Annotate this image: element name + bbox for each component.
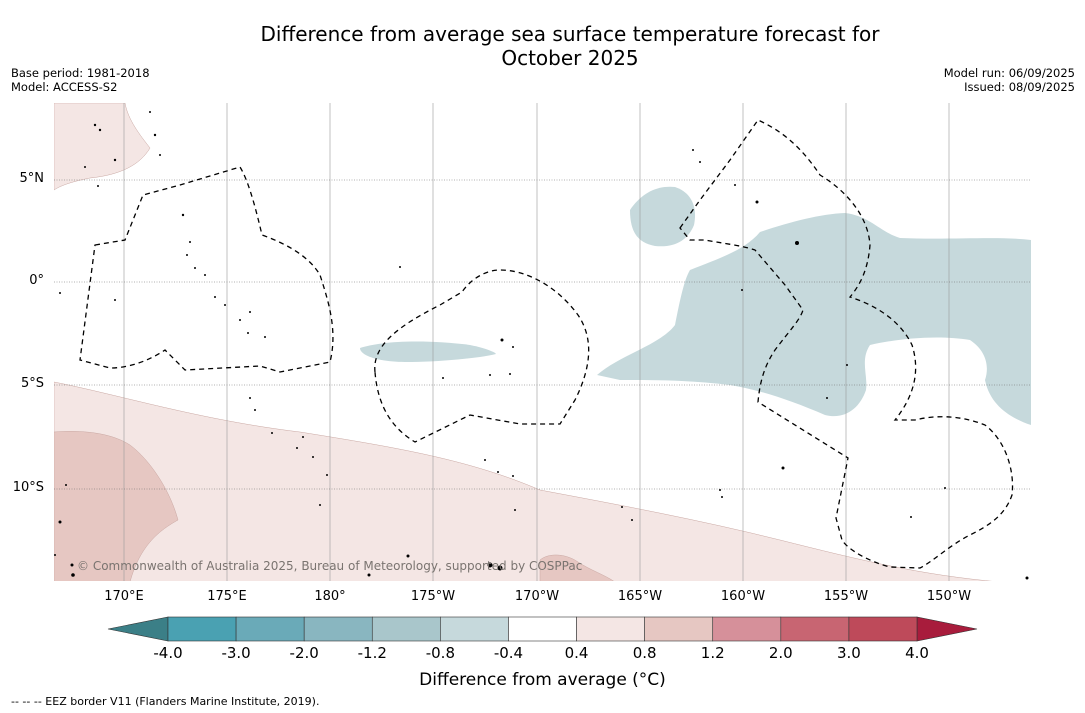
colorbar-tick-label: -0.4	[493, 644, 524, 662]
colorbar-tick-label: 0.4	[564, 644, 589, 662]
copyright-notice: © Commonwealth of Australia 2025, Bureau…	[77, 559, 583, 573]
lat-tick-5n: 5°N	[19, 171, 45, 186]
warm-anomaly-south-patch	[539, 554, 614, 581]
lat-tick-0: 0°	[29, 273, 44, 288]
colorbar-segment	[712, 616, 782, 642]
cool-anomaly-east	[597, 213, 1031, 425]
eez-borders	[79, 119, 1014, 569]
lon-tick-150w: 150°W	[926, 589, 972, 604]
warm-anomaly-southwest	[54, 431, 179, 581]
title-line-2: October 2025	[501, 46, 639, 70]
colorbar-segment	[235, 616, 305, 642]
title-line-1: Difference from average sea surface temp…	[260, 22, 880, 46]
colorbar-segment	[508, 616, 577, 642]
colorbar-high-extension	[916, 616, 978, 642]
islands	[54, 111, 1029, 580]
eez-phoenix	[374, 269, 590, 443]
colorbar-tick-label: -0.8	[425, 644, 455, 662]
lon-tick-170w: 170°W	[514, 589, 560, 604]
colorbar-tick-label: 3.0	[836, 644, 861, 662]
lon-tick-155w: 155°W	[823, 589, 869, 604]
colorbar-tick-label: 1.2	[700, 644, 725, 662]
colorbar-title: Difference from average (°C)	[419, 670, 666, 690]
colorbar-low-extension	[107, 616, 169, 642]
colorbar-segment	[644, 616, 714, 642]
warm-anomaly-north	[54, 103, 151, 191]
colorbar	[107, 616, 978, 642]
colorbar-segment	[303, 616, 373, 642]
run-info: Model run: 06/09/2025 Issued: 08/09/2025	[944, 66, 1075, 94]
colorbar-segment	[440, 616, 509, 642]
colorbar-segment	[167, 616, 237, 642]
issued-date: Issued: 08/09/2025	[964, 80, 1075, 94]
colorbar-segment	[848, 616, 918, 642]
colorbar-segment	[780, 616, 850, 642]
colorbar-segment	[371, 616, 441, 642]
base-period: Base period: 1981-2018	[11, 66, 150, 80]
lon-tick-180: 180°	[314, 589, 346, 604]
colorbar-tick-label: 2.0	[768, 644, 793, 662]
eez-footnote: -- -- -- EEZ border V11 (Flanders Marine…	[11, 695, 320, 708]
warm-anomaly-south	[54, 381, 993, 581]
colorbar-tick-label: 0.8	[632, 644, 657, 662]
colorbar-tick-label: -2.0	[289, 644, 319, 662]
map-title: Difference from average sea surface temp…	[170, 22, 970, 70]
model-run: Model run: 06/09/2025	[943, 66, 1075, 80]
base-info: Base period: 1981-2018 Model: ACCESS-S2	[11, 66, 150, 94]
colorbar-tick-label: 4.0	[905, 644, 929, 662]
colorbar-segment	[576, 616, 645, 642]
cool-anomaly-north	[630, 186, 696, 247]
lat-tick-10s: 10°S	[12, 480, 44, 495]
lon-tick-175e: 175°E	[207, 589, 247, 604]
lat-tick-5s: 5°S	[20, 376, 44, 391]
colorbar-tick-label: -1.2	[357, 644, 387, 662]
eez-line-islands	[679, 119, 1014, 569]
map-area	[54, 103, 1031, 581]
colorbar-tick-label: -3.0	[221, 644, 251, 662]
graticule	[123, 103, 950, 581]
colorbar-tick-label: -4.0	[153, 644, 183, 662]
lon-tick-170e: 170°E	[104, 589, 144, 604]
cool-anomaly-west	[360, 341, 496, 362]
model-name: Model: ACCESS-S2	[11, 80, 118, 94]
lon-tick-165w: 165°W	[617, 589, 663, 604]
lon-tick-175w: 175°W	[410, 589, 456, 604]
lon-tick-160w: 160°W	[720, 589, 766, 604]
